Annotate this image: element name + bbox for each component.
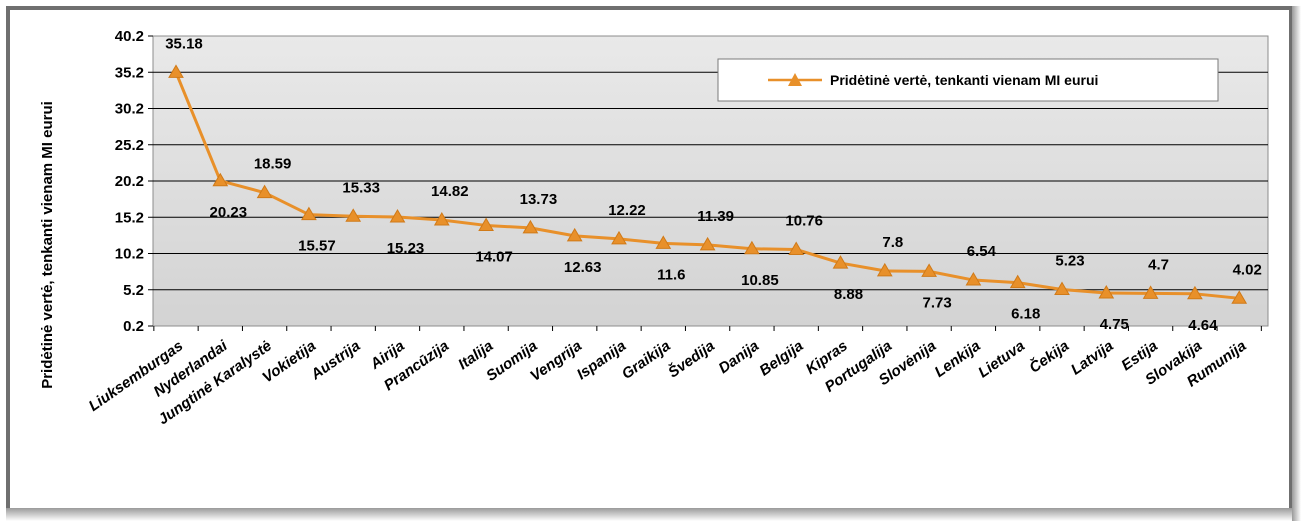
data-point-marker (345, 208, 362, 222)
data-label: 10.85 (741, 272, 779, 289)
category-label: Švedija (665, 337, 718, 382)
legend: Pridėtinė vertė, tenkanti vienam MI euru… (717, 58, 1219, 102)
data-point-marker (1231, 290, 1248, 304)
frame-shadow-right (1292, 6, 1301, 521)
legend-entry-label: Pridėtinė vertė, tenkanti vienam MI euru… (830, 72, 1098, 88)
data-label: 8.88 (834, 286, 863, 303)
y-axis-ticks: 0.2 5.2 10.2 15.2 20.2 25.2 30.2 35.2 40.2 (115, 28, 153, 335)
data-point-marker (699, 236, 716, 251)
data-point-marker (832, 255, 849, 269)
data-label: 15.57 (298, 238, 336, 255)
data-point-marker (876, 262, 893, 277)
data-label: 15.23 (387, 240, 425, 257)
data-point-marker (256, 184, 273, 199)
category-label: Austrija (307, 337, 363, 384)
data-point-marker (1009, 274, 1026, 289)
category-label: Belgija (756, 337, 806, 379)
data-point-marker (212, 172, 229, 187)
category-label: Graikija (619, 337, 674, 382)
y-tick-label: 0.2 (123, 318, 144, 335)
category-label: Čekija (1026, 337, 1073, 377)
data-label: 20.23 (210, 204, 248, 221)
data-label: 14.82 (431, 183, 469, 200)
data-label: 4.7 (1148, 256, 1169, 273)
y-tick-label: 15.2 (115, 209, 144, 226)
y-tick-label: 30.2 (115, 101, 144, 118)
data-point-marker (1142, 285, 1159, 299)
y-tick-label: 35.2 (115, 64, 144, 81)
data-label: 14.07 (475, 248, 513, 265)
data-label: 10.76 (785, 212, 823, 229)
data-label: 11.6 (657, 266, 685, 283)
data-point-marker (1098, 285, 1115, 299)
data-point-marker (478, 217, 494, 231)
data-point-marker (744, 240, 760, 255)
data-label: 12.22 (608, 202, 646, 219)
data-label: 13.73 (520, 191, 558, 208)
y-tick-label: 5.2 (123, 282, 144, 299)
category-label: Ispanija (574, 337, 630, 383)
y-tick-label: 20.2 (115, 173, 144, 190)
data-label: 18.59 (254, 156, 292, 173)
data-point-marker (389, 209, 406, 223)
y-tick-label: 10.2 (115, 246, 144, 263)
series-group (168, 64, 1248, 304)
y-tick-label: 40.2 (115, 28, 144, 45)
data-label: 6.54 (967, 243, 997, 260)
data-point-marker (965, 272, 982, 286)
data-label: 7.73 (922, 294, 951, 311)
data-point-marker (301, 206, 317, 221)
data-label: 4.75 (1100, 316, 1129, 333)
data-label: 4.02 (1233, 261, 1262, 278)
data-label: 15.33 (342, 179, 380, 196)
y-axis-label: Pridėtinė vertė, tenkanti vienam MI euru… (39, 101, 56, 389)
data-point-marker (168, 64, 184, 78)
data-point-marker (1054, 281, 1070, 296)
category-label: Danija (716, 337, 763, 377)
data-label: 5.23 (1055, 253, 1084, 270)
category-label: Lietuva (975, 337, 1028, 381)
legend-marker-triangle-icon (788, 73, 802, 86)
data-label: 6.18 (1011, 306, 1040, 323)
data-point-marker (655, 235, 672, 249)
data-label: 4.64 (1188, 317, 1218, 334)
frame-shadow-bottom (6, 508, 1296, 521)
data-point-marker (788, 241, 805, 255)
data-label: 35.18 (165, 35, 203, 52)
y-tick-label: 25.2 (115, 137, 144, 154)
data-labels: 35.18 20.23 18.59 15.57 15.33 15.23 14.82 14.07… (165, 35, 1262, 333)
data-label: 11.39 (697, 208, 734, 225)
category-label: Latvija (1068, 337, 1117, 378)
data-point-marker (566, 227, 583, 242)
data-point-marker (522, 219, 539, 234)
data-label: 7.8 (882, 234, 903, 251)
data-point-marker (1187, 285, 1203, 300)
data-label: 12.63 (564, 259, 602, 276)
category-label: Lenkija (932, 337, 984, 381)
data-point-marker (433, 212, 450, 226)
data-point-marker (611, 230, 627, 245)
data-point-marker (921, 263, 937, 277)
